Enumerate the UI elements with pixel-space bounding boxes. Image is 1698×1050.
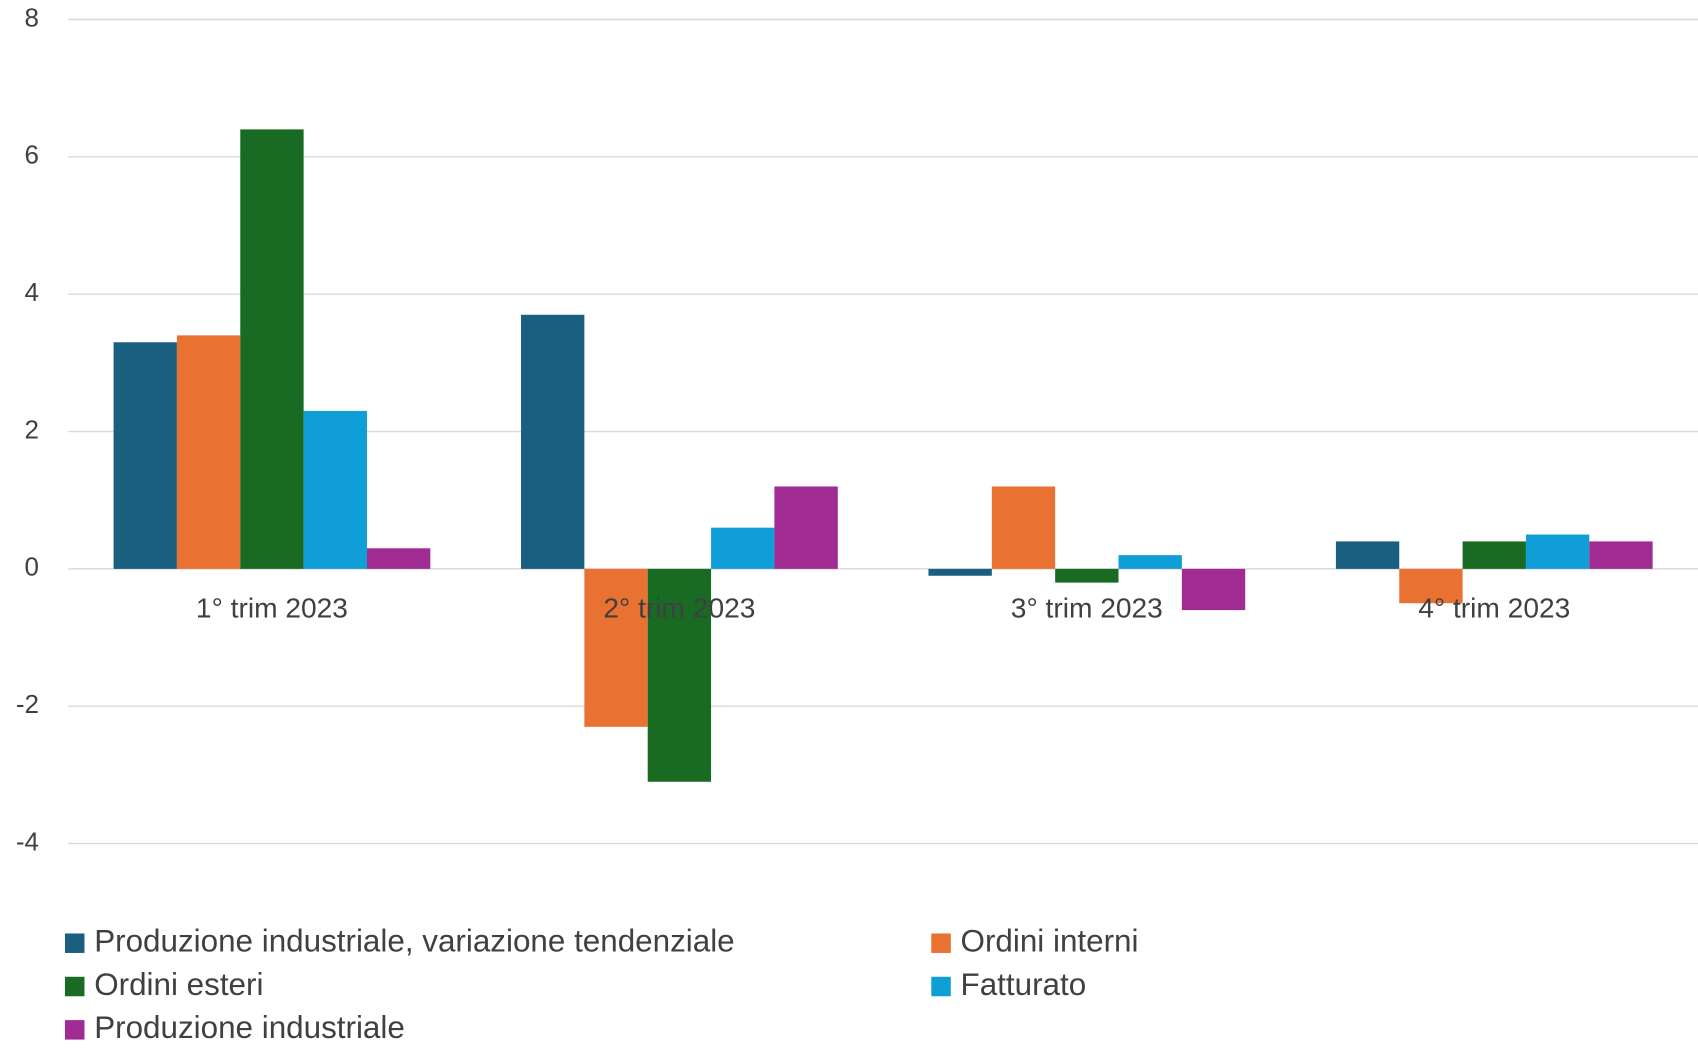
legend-swatch: [931, 976, 951, 997]
legend-swatch: [64, 933, 85, 953]
bar: [1118, 555, 1182, 569]
bar: [521, 314, 585, 569]
bar: [1335, 541, 1400, 569]
y-tick-label: -4: [16, 826, 39, 856]
bar: [240, 129, 304, 569]
y-tick-label: 4: [25, 277, 39, 307]
legend-label: Ordini esteri: [94, 967, 263, 1002]
bar: [1399, 568, 1463, 604]
bar: [303, 410, 367, 569]
bar: [176, 335, 241, 569]
y-tick-label: 6: [25, 140, 39, 170]
legend-label: Ordini interni: [961, 924, 1139, 959]
y-tick-label: 2: [25, 414, 39, 444]
y-tick-label: -2: [16, 689, 39, 719]
bar: [366, 548, 431, 569]
bar: [774, 486, 838, 569]
bar: [647, 568, 712, 782]
x-tick-label: 2° trim 2023: [603, 592, 755, 623]
bar: [1462, 541, 1526, 569]
bar: [1589, 541, 1653, 569]
bar: [928, 568, 992, 576]
legend-label: Fatturato: [961, 967, 1087, 1002]
bar: [1181, 568, 1246, 611]
bar: [991, 486, 1056, 569]
x-tick-label: 4° trim 2023: [1418, 592, 1570, 623]
legend-label: Produzione industriale, variazione tende…: [94, 924, 734, 959]
y-tick-label: 8: [25, 2, 39, 32]
bar: [1055, 568, 1119, 583]
legend-swatch: [64, 976, 85, 997]
legend-label: Produzione industriale: [94, 1010, 405, 1045]
legend-swatch: [64, 1020, 85, 1040]
x-tick-label: 3° trim 2023: [1011, 592, 1163, 623]
bar: [711, 527, 775, 569]
bar: [1525, 534, 1590, 569]
legend-swatch: [931, 933, 951, 953]
y-tick-label: 0: [25, 552, 39, 582]
bar: [584, 568, 648, 727]
x-tick-label: 1° trim 2023: [196, 592, 348, 623]
bar: [113, 342, 177, 569]
